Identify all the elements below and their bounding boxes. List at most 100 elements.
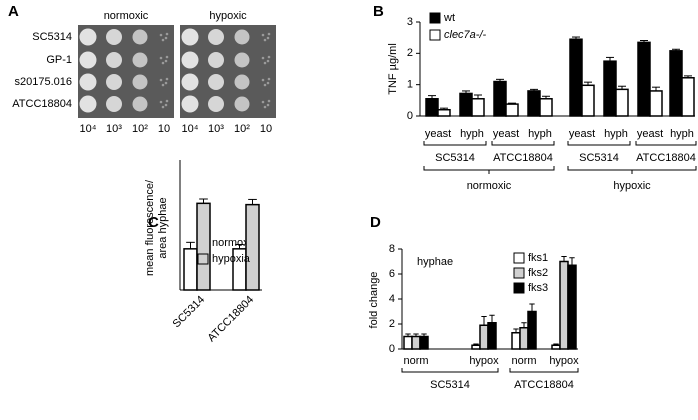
bar — [603, 60, 617, 117]
legend-label: fks3 — [528, 282, 548, 294]
group-bracket — [635, 141, 697, 146]
group-bracket — [423, 141, 487, 146]
legend-label: fks1 — [528, 252, 548, 264]
dilution-label: 10 — [260, 123, 272, 135]
spot — [132, 74, 148, 90]
strain-label: s20175.016 — [15, 76, 73, 88]
bar — [437, 108, 451, 117]
spot — [234, 52, 250, 68]
spot — [106, 29, 122, 45]
bar — [637, 41, 651, 117]
spot — [234, 96, 250, 112]
bar — [649, 90, 663, 117]
group-label: ATCC18804 — [493, 152, 553, 164]
x-tick-label: hyph — [604, 128, 628, 140]
x-tick-label: hyph — [460, 128, 484, 140]
y-tick-label: 4 — [389, 293, 395, 305]
bar — [681, 77, 695, 117]
bar — [419, 335, 429, 350]
colony — [164, 103, 168, 107]
colony — [266, 59, 270, 63]
colony — [159, 33, 163, 37]
legend-swatch — [513, 252, 525, 264]
legend-swatch — [197, 253, 209, 265]
x-tick-label: hypox — [469, 355, 499, 367]
y-tick-label: 1 — [407, 79, 413, 91]
bar — [511, 332, 521, 350]
bar — [183, 248, 198, 291]
spot — [79, 28, 97, 46]
bar — [487, 322, 497, 350]
x-tick-label: hypox — [549, 355, 579, 367]
group-label: ATCC18804 — [514, 379, 574, 391]
colony — [159, 78, 163, 82]
bar — [519, 327, 529, 350]
spot — [208, 74, 224, 90]
bar — [539, 98, 553, 117]
supergroup-bracket — [423, 166, 555, 171]
panel-label: D — [370, 214, 381, 231]
bar — [403, 335, 413, 350]
colony — [263, 61, 267, 65]
group-label: SC5314 — [435, 152, 475, 164]
spot — [132, 29, 148, 45]
y-tick-label: 6 — [389, 268, 395, 280]
y-tick-label: 2 — [407, 47, 413, 59]
bar — [479, 324, 489, 350]
y-tick-label: 8 — [389, 243, 395, 255]
dilution-label: 10² — [234, 123, 250, 135]
spot — [181, 95, 199, 113]
group-bracket — [567, 141, 631, 146]
colony — [261, 78, 265, 82]
y-tick-label: 0 — [407, 110, 413, 122]
legend-swatch — [513, 282, 525, 294]
x-tick-label: norm — [403, 355, 428, 367]
colony — [165, 99, 169, 103]
colony — [263, 38, 267, 42]
bar — [615, 88, 629, 117]
spot — [132, 96, 148, 112]
spot — [208, 29, 224, 45]
bar — [196, 202, 211, 291]
spot — [132, 52, 148, 68]
legend-swatch — [429, 29, 441, 41]
spot — [79, 73, 97, 91]
bar — [527, 310, 537, 350]
y-axis-label: area hyphae — [157, 197, 169, 258]
colony — [161, 61, 165, 65]
colony — [266, 36, 270, 40]
spot — [181, 51, 199, 69]
colony — [164, 59, 168, 63]
panel-label: A — [8, 3, 19, 20]
x-tick-label: yeast — [493, 128, 519, 140]
y-axis-label: fold change — [368, 272, 380, 329]
bar — [411, 335, 421, 350]
strain-label: ATCC18804 — [12, 98, 72, 110]
y-axis-label: mean fluorescence/ — [144, 179, 156, 276]
colony — [161, 83, 165, 87]
legend-swatch — [429, 12, 441, 24]
spot — [208, 96, 224, 112]
legend-label: fks2 — [528, 267, 548, 279]
annotation: hyphae — [417, 256, 453, 268]
supergroup-label: normoxic — [467, 180, 512, 192]
strain-label: GP-1 — [46, 54, 72, 66]
x-tick-label: norm — [511, 355, 536, 367]
condition-label: hypoxic — [209, 10, 247, 22]
colony — [159, 56, 163, 60]
bar — [471, 344, 481, 350]
y-axis-label: TNF µg/ml — [387, 43, 399, 95]
group-bracket — [401, 368, 499, 373]
colony — [261, 100, 265, 104]
spot — [181, 28, 199, 46]
supergroup-label: hypoxic — [613, 180, 651, 192]
bar — [569, 38, 583, 117]
colony — [263, 83, 267, 87]
bar — [505, 103, 519, 117]
colony — [261, 56, 265, 60]
x-tick-label: hyph — [528, 128, 552, 140]
spot — [181, 73, 199, 91]
spot — [234, 29, 250, 45]
legend-label: wt — [443, 12, 455, 24]
colony — [267, 32, 271, 36]
